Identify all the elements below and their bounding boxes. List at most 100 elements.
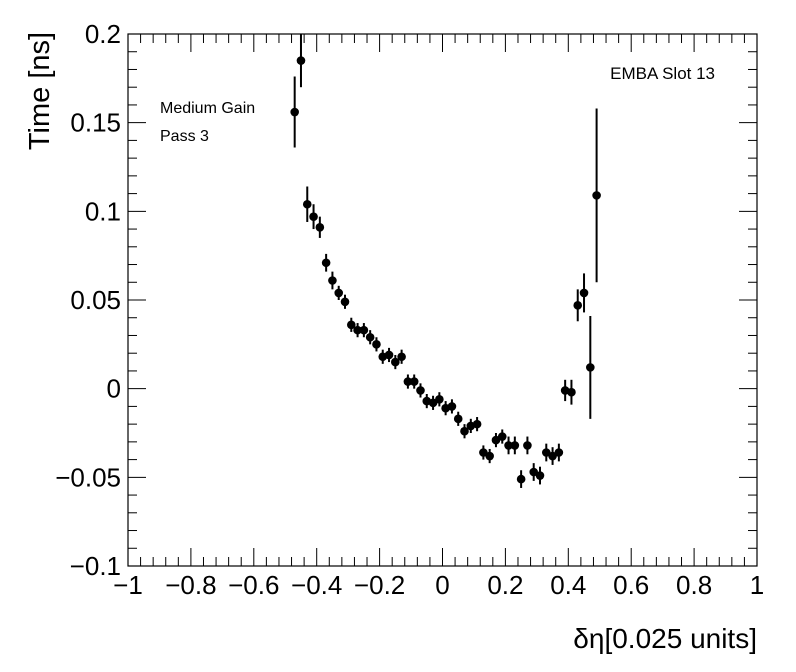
- x-tick-label: −0.6: [228, 570, 279, 600]
- point-marker: [586, 363, 595, 372]
- data-point: [435, 392, 444, 407]
- point-marker: [472, 419, 482, 429]
- point-marker: [340, 297, 350, 307]
- x-tick-label: 0.4: [550, 570, 586, 600]
- point-marker: [485, 451, 494, 461]
- point-marker: [302, 199, 312, 209]
- point-marker: [409, 377, 419, 386]
- data-point: [479, 445, 488, 460]
- data-point: [328, 271, 337, 290]
- x-tick-label: −1: [113, 570, 143, 600]
- x-axis-label: δη[0.025 units]: [573, 623, 757, 654]
- data-point: [353, 323, 362, 338]
- point-marker: [290, 107, 299, 117]
- data-point: [334, 285, 344, 300]
- data-point: [460, 424, 469, 439]
- data-point: [516, 470, 526, 488]
- y-tick-label: −0.05: [55, 462, 121, 492]
- point-marker: [416, 386, 425, 395]
- point-marker: [554, 448, 564, 457]
- point-marker: [365, 332, 375, 342]
- data-point: [372, 337, 381, 352]
- point-marker: [579, 288, 589, 298]
- data-point: [592, 108, 601, 283]
- y-tick-label: 0.05: [70, 285, 121, 315]
- point-marker: [359, 325, 369, 335]
- point-marker: [435, 395, 444, 404]
- data-point: [573, 289, 583, 322]
- data-point: [491, 433, 501, 448]
- point-marker: [447, 402, 457, 411]
- x-tick-label: 1: [750, 570, 764, 600]
- point-marker: [548, 451, 557, 461]
- data-point: [554, 443, 564, 462]
- data-point: [397, 349, 406, 364]
- data-point: [416, 383, 425, 398]
- point-marker: [491, 435, 501, 445]
- data-point: [567, 379, 576, 405]
- data-point: [359, 323, 369, 338]
- point-marker: [592, 191, 601, 200]
- data-point: [510, 436, 520, 455]
- point-marker: [403, 377, 413, 386]
- data-point: [548, 447, 557, 465]
- x-tick-label: −0.2: [354, 570, 405, 600]
- point-marker: [346, 320, 356, 330]
- point-marker: [353, 325, 362, 335]
- data-point: [579, 273, 589, 313]
- point-marker: [321, 258, 331, 268]
- point-marker: [453, 414, 463, 424]
- data-point: [472, 417, 482, 432]
- axis-ticks: [127, 33, 758, 567]
- data-point: [403, 374, 413, 389]
- point-marker: [309, 212, 318, 221]
- point-marker: [391, 357, 400, 367]
- point-marker: [428, 398, 438, 408]
- data-point: [453, 411, 463, 426]
- data-point: [365, 330, 375, 345]
- point-marker: [510, 441, 520, 450]
- data-points: [290, 34, 601, 488]
- point-marker: [397, 352, 406, 362]
- y-tick-label: 0.2: [85, 19, 121, 49]
- data-point: [523, 436, 532, 455]
- data-point: [504, 436, 513, 455]
- slot-annotation: EMBA Slot 13: [610, 64, 715, 83]
- point-marker: [541, 448, 551, 457]
- point-marker: [460, 426, 469, 436]
- gain-annotation: Medium Gain: [160, 100, 255, 117]
- y-tick-label: 0.15: [70, 108, 121, 138]
- x-tick-label: 0: [435, 570, 449, 600]
- point-marker: [296, 56, 306, 65]
- point-marker: [567, 387, 576, 397]
- point-marker: [535, 471, 545, 480]
- data-point: [340, 294, 350, 309]
- point-marker: [372, 340, 381, 349]
- point-marker: [479, 448, 488, 457]
- data-point: [586, 315, 595, 419]
- point-marker: [573, 301, 583, 310]
- data-point: [409, 374, 419, 389]
- data-point: [391, 354, 400, 370]
- point-marker: [523, 441, 532, 450]
- data-point: [302, 186, 312, 222]
- point-marker: [384, 350, 394, 360]
- y-tick-label: 0.1: [85, 196, 121, 226]
- point-marker: [315, 222, 325, 232]
- point-marker: [328, 276, 337, 285]
- x-tick-labels: −1 −0.8 −0.6 −0.4 −0.2 0 0.2 0.4 0.6 0.8 1: [113, 570, 764, 600]
- data-point: [447, 399, 457, 414]
- data-point: [384, 347, 394, 363]
- point-marker: [497, 432, 507, 441]
- data-point: [428, 395, 438, 410]
- x-tick-label: 0.8: [676, 570, 712, 600]
- x-tick-label: 0.6: [613, 570, 649, 600]
- x-tick-label: −0.4: [291, 570, 342, 600]
- point-marker: [516, 474, 526, 484]
- y-axis-label: Time [ns]: [24, 32, 56, 150]
- point-marker: [334, 288, 344, 298]
- y-tick-label: −0.1: [70, 551, 121, 581]
- x-tick-label: −0.8: [165, 570, 216, 600]
